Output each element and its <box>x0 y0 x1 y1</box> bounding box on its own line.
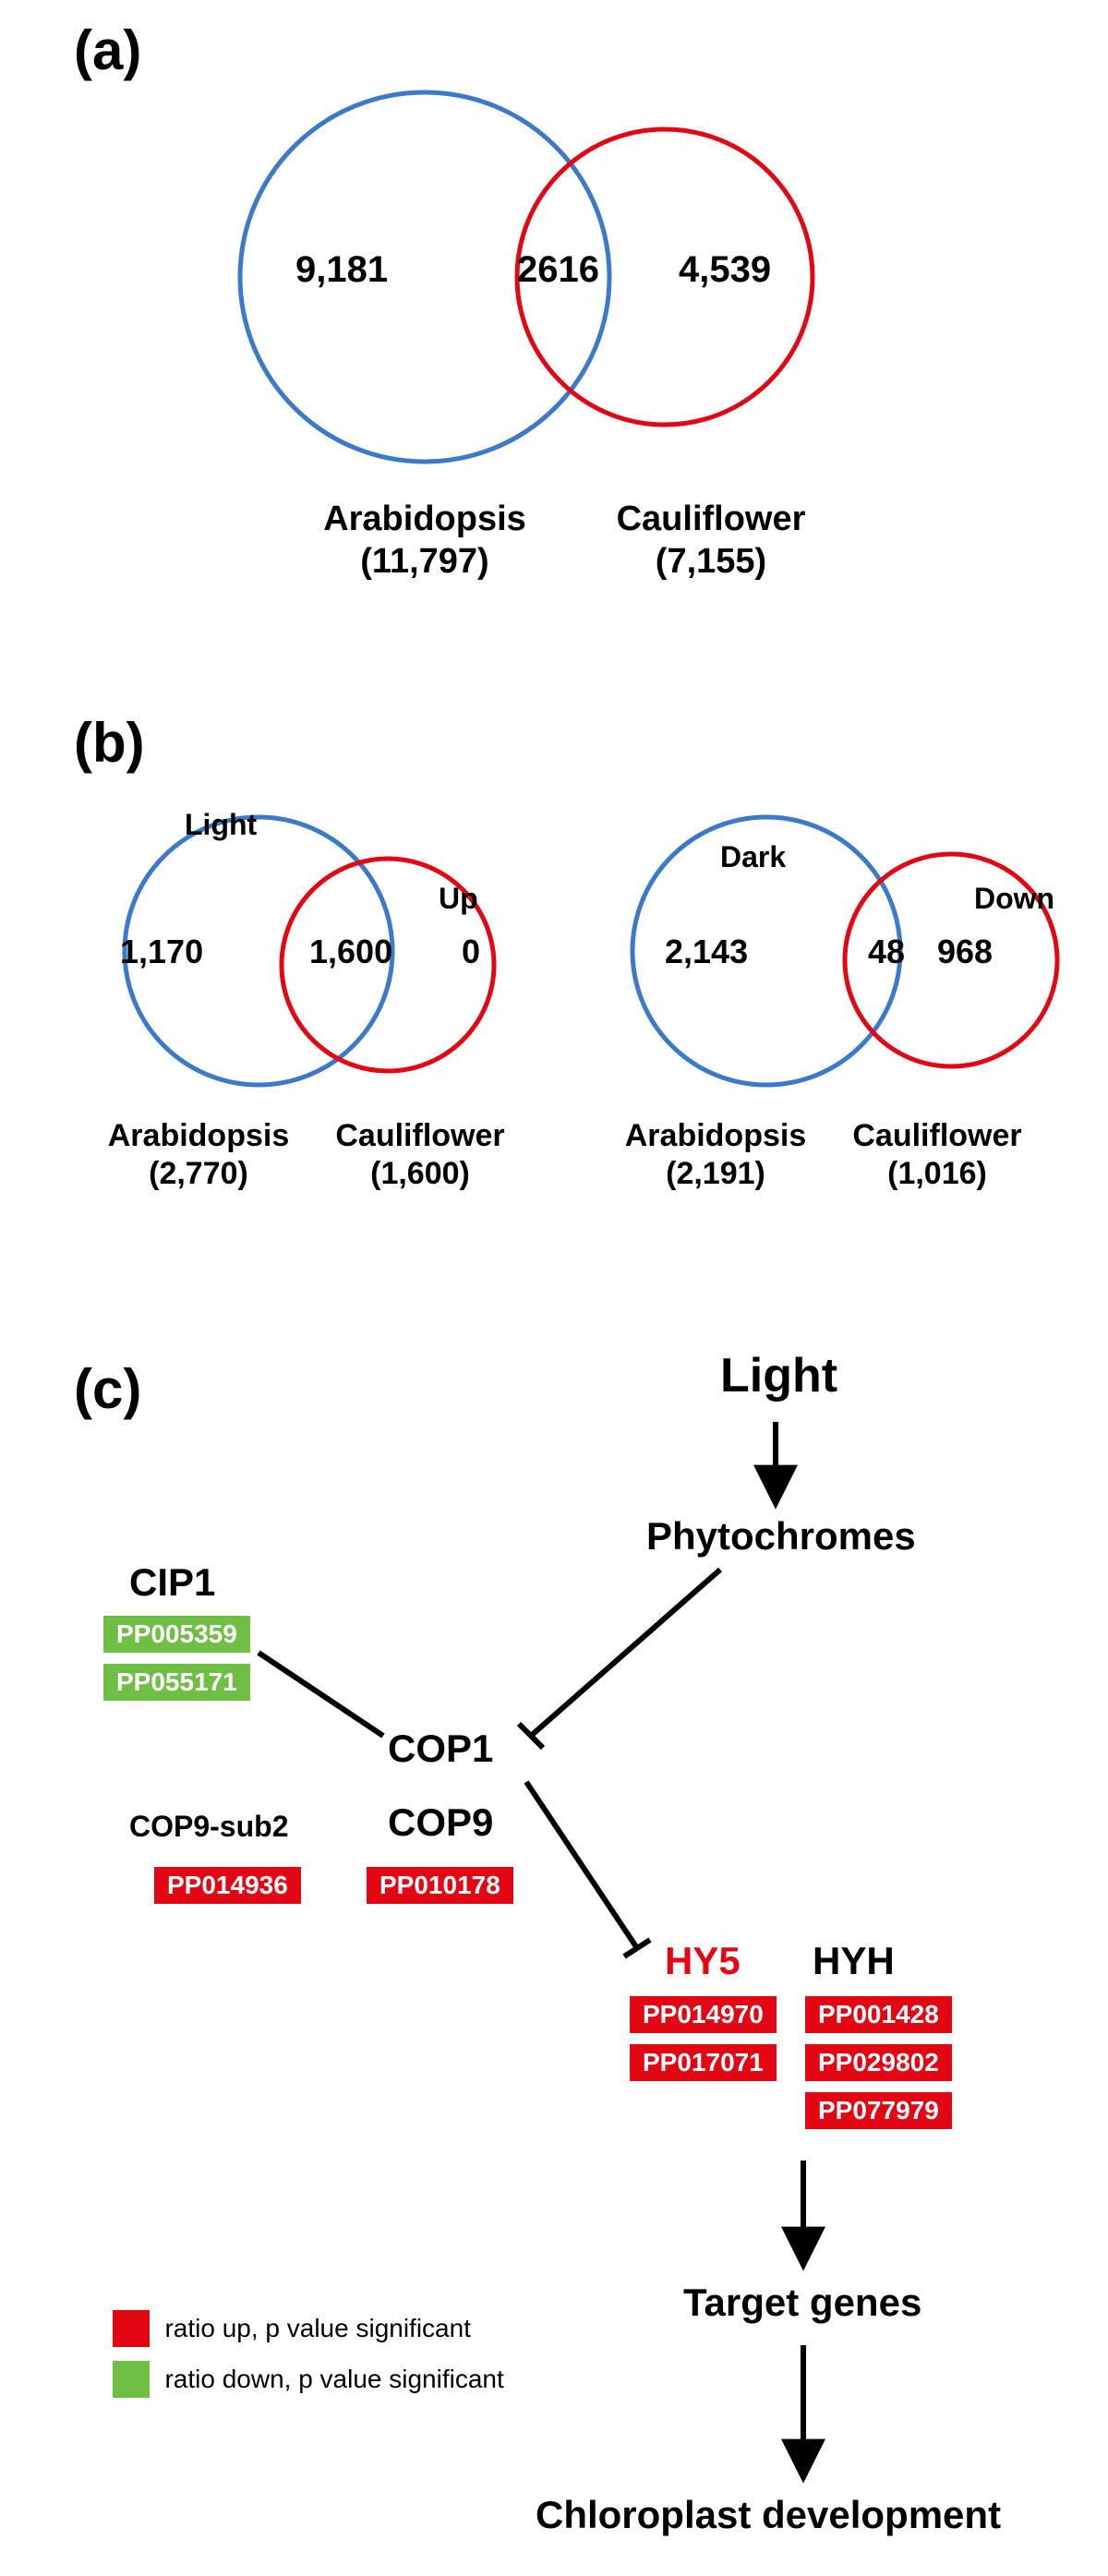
venn-a-intersect: 2616 <box>517 249 599 291</box>
vbr-r-count: (1,016) <box>887 1156 987 1191</box>
venn-b-left-l2: Cauliflower (1,600) <box>314 1117 526 1193</box>
vbl-l-name: Arabidopsis <box>108 1118 289 1153</box>
venn-b-right-l1: Arabidopsis (2,191) <box>609 1117 822 1193</box>
venn-b-right-dark: Dark <box>720 840 786 874</box>
venn-b-right-l2: Cauliflower (1,016) <box>831 1117 1043 1193</box>
venn-a-right-label: Cauliflower (7,155) <box>591 499 831 583</box>
venn-b-right-svg <box>554 785 1108 1117</box>
venn-b-left-l1: Arabidopsis (2,770) <box>92 1117 305 1193</box>
pathway-arrows <box>0 1330 1108 2576</box>
venn-b-left-only: 1,170 <box>120 933 203 971</box>
venn-a-right-only: 4,539 <box>679 249 771 291</box>
venn-b-left-int: 1,600 <box>309 933 392 971</box>
venn-a-left-name: Arabidopsis <box>323 500 526 538</box>
venn-b-right-right: 968 <box>937 933 993 971</box>
venn-b-right-int: 48 <box>868 933 905 971</box>
venn-b-left-up: Up <box>439 882 478 916</box>
venn-a-left-count: (11,797) <box>360 542 488 581</box>
venn-a-left-only: 9,181 <box>295 249 388 291</box>
venn-b-right-only: 2,143 <box>665 933 748 971</box>
venn-b-right-down: Down <box>974 882 1054 916</box>
venn-a-right-count: (7,155) <box>656 542 766 581</box>
venn-a-left-label: Arabidopsis (11,797) <box>305 499 545 583</box>
vbr-r-name: Cauliflower <box>852 1118 1021 1153</box>
vbl-r-count: (1,600) <box>370 1156 470 1191</box>
vbr-l-count: (2,191) <box>666 1156 765 1191</box>
panel-b-label: (b) <box>74 711 145 775</box>
venn-a-right-name: Cauliflower <box>617 500 806 538</box>
vbr-l-name: Arabidopsis <box>625 1118 806 1153</box>
vbl-r-name: Cauliflower <box>335 1118 504 1153</box>
venn-b-left-right: 0 <box>462 933 480 971</box>
vbl-l-count: (2,770) <box>149 1156 248 1191</box>
venn-b-left-light: Light <box>185 808 257 842</box>
